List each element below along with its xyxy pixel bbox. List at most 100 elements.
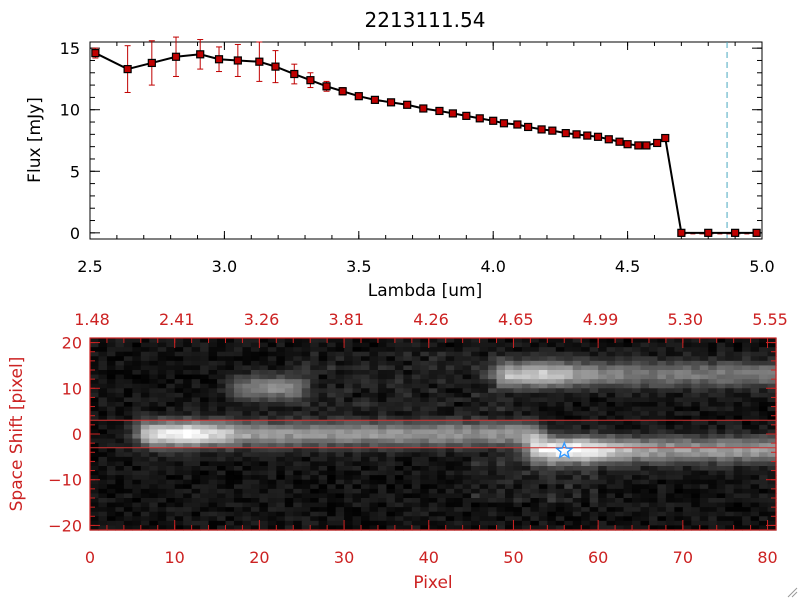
image-cell [454, 525, 464, 531]
image-cell [411, 470, 421, 476]
image-cell [208, 374, 218, 380]
image-cell [538, 507, 548, 513]
image-cell [547, 438, 557, 444]
image-cell [420, 475, 430, 481]
image-cell [606, 470, 616, 476]
image-cell [225, 397, 235, 403]
image-cell [90, 507, 100, 513]
image-cell [496, 406, 506, 412]
image-cell [242, 498, 252, 504]
image-cell [513, 406, 523, 412]
image-cell [513, 420, 523, 426]
image-cell [454, 456, 464, 463]
image-cell [471, 365, 481, 371]
image-cell [284, 475, 294, 481]
image-cell [615, 507, 625, 513]
image-cell [759, 488, 769, 495]
image-cell [538, 402, 548, 408]
image-cell [665, 383, 675, 389]
image-cell [310, 452, 320, 458]
image-cell [123, 406, 133, 412]
image-cell [538, 466, 548, 472]
image-cell [132, 365, 142, 371]
image-cell [725, 461, 735, 467]
image-cell [462, 406, 472, 412]
image-cell [488, 342, 498, 348]
image-cell [725, 411, 735, 417]
image-cell [403, 511, 413, 517]
image-cell [462, 511, 472, 517]
image-cell [335, 388, 345, 394]
image-cell [318, 374, 328, 380]
image-cell [217, 411, 227, 417]
image-cell [183, 379, 193, 385]
pixel-tick-label: 40 [419, 548, 439, 567]
image-cell [217, 338, 227, 344]
image-cell [174, 342, 184, 348]
image-cell [259, 447, 269, 453]
image-cell [123, 365, 133, 371]
image-cell [225, 475, 235, 481]
image-cell [166, 424, 176, 431]
image-cell [157, 415, 167, 421]
image-cell [369, 502, 379, 508]
image-cell [767, 443, 777, 449]
image-cell [310, 360, 320, 367]
image-cell [632, 498, 642, 504]
image-cell [284, 520, 294, 527]
image-cell [166, 511, 176, 517]
image-cell [454, 356, 464, 362]
image-cell [733, 461, 743, 467]
image-cell [538, 424, 548, 431]
image-cell [691, 379, 701, 385]
image-cell [132, 507, 142, 513]
image-cell [572, 488, 582, 495]
image-cell [547, 420, 557, 426]
image-cell [183, 338, 193, 344]
image-cell [488, 429, 498, 435]
image-cell [564, 516, 574, 522]
image-cell [538, 520, 548, 527]
image-cell [352, 370, 362, 376]
wavelength-tick-labels: 1.48 2.41 3.26 3.81 4.26 4.65 4.99 5.30 5.55 [74, 310, 788, 329]
image-cell [361, 406, 371, 412]
image-cell [471, 466, 481, 472]
image-cell [674, 475, 684, 481]
image-cell [521, 520, 531, 527]
image-cell [513, 443, 523, 449]
image-cell [318, 434, 328, 440]
image-cell [759, 466, 769, 472]
image-cell [132, 498, 142, 504]
image-cell [445, 397, 455, 403]
image-cell [648, 379, 659, 385]
image-cell [682, 507, 692, 513]
image-cell [310, 402, 320, 408]
image-cell [420, 411, 430, 417]
image-cell [344, 338, 354, 344]
image-cell [183, 424, 193, 431]
image-cell [564, 488, 574, 495]
image-cell [361, 351, 371, 357]
image-cell [301, 502, 311, 508]
image-cell [538, 360, 548, 367]
image-cell [742, 347, 752, 353]
image-cell [572, 511, 582, 517]
image-cell [504, 484, 515, 490]
image-cell [615, 470, 625, 476]
image-cell [691, 438, 701, 444]
image-cell [90, 420, 100, 426]
image-cell [581, 365, 591, 371]
image-cell [581, 456, 591, 463]
image-cell [123, 498, 133, 504]
image-cell [640, 406, 650, 412]
image-cell [437, 479, 447, 485]
image-cell [106, 520, 117, 527]
image-cell [310, 356, 320, 362]
image-cell [225, 502, 235, 508]
image-cell [276, 461, 286, 467]
image-cell [183, 402, 193, 408]
image-cell [462, 388, 472, 394]
image-cell [344, 511, 354, 517]
image-cell [767, 406, 777, 412]
image-cell [640, 484, 650, 490]
